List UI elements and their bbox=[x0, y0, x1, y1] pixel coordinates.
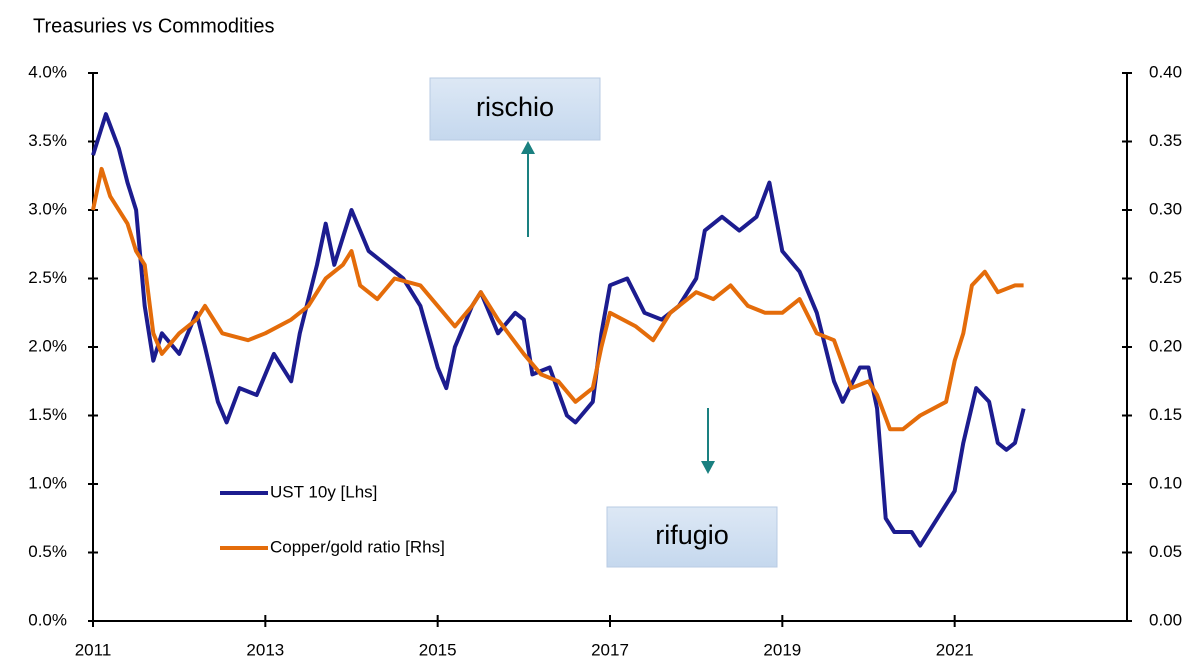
y-tick-label: 1.5% bbox=[28, 405, 67, 424]
x-tick-label: 2013 bbox=[246, 640, 284, 659]
y-tick-label: 3.0% bbox=[28, 199, 67, 218]
y2-tick-label: 0.00 bbox=[1149, 610, 1182, 629]
y-tick-label: 4.0% bbox=[28, 62, 67, 81]
arrow-head bbox=[701, 461, 715, 474]
y-tick-label: 1.0% bbox=[28, 473, 67, 492]
annotation-box bbox=[429, 77, 601, 141]
y-tick-label: 2.5% bbox=[28, 268, 67, 287]
x-tick-label: 2017 bbox=[591, 640, 629, 659]
y-tick-label: 3.5% bbox=[28, 131, 67, 150]
y2-tick-label: 0.10 bbox=[1149, 473, 1182, 492]
y2-tick-label: 0.05 bbox=[1149, 542, 1182, 561]
chart-title: Treasuries vs Commodities bbox=[33, 15, 275, 37]
y-tick-label: 0.0% bbox=[28, 610, 67, 629]
y2-tick-label: 0.15 bbox=[1149, 405, 1182, 424]
y2-tick-label: 0.30 bbox=[1149, 199, 1182, 218]
y-tick-label: 0.5% bbox=[28, 542, 67, 561]
series-line bbox=[91, 112, 1026, 548]
y2-tick-label: 0.25 bbox=[1149, 268, 1182, 287]
y2-tick-label: 0.40 bbox=[1149, 62, 1182, 81]
legend-label: UST 10y [Lhs] bbox=[270, 482, 377, 501]
legend-label: Copper/gold ratio [Rhs] bbox=[270, 537, 445, 556]
y2-tick-label: 0.20 bbox=[1149, 336, 1182, 355]
annotation: rifugio bbox=[655, 520, 729, 550]
y2-tick-label: 0.35 bbox=[1149, 131, 1182, 150]
arrow-head bbox=[521, 141, 535, 154]
annotation: rischio bbox=[476, 92, 554, 122]
y-tick-label: 2.0% bbox=[28, 336, 67, 355]
x-tick-label: 2015 bbox=[419, 640, 457, 659]
series-line bbox=[91, 166, 1024, 432]
annotation-box bbox=[606, 506, 778, 568]
x-tick-label: 2019 bbox=[763, 640, 801, 659]
plot-area: 0.0% 0.5% 1.0% 1.5% 2.0% 2.5% 3.0% 3.5% 4.0% 0.00… bbox=[28, 62, 1182, 659]
x-tick-label: 2021 bbox=[936, 640, 974, 659]
x-tick-label: 2011 bbox=[75, 640, 112, 659]
